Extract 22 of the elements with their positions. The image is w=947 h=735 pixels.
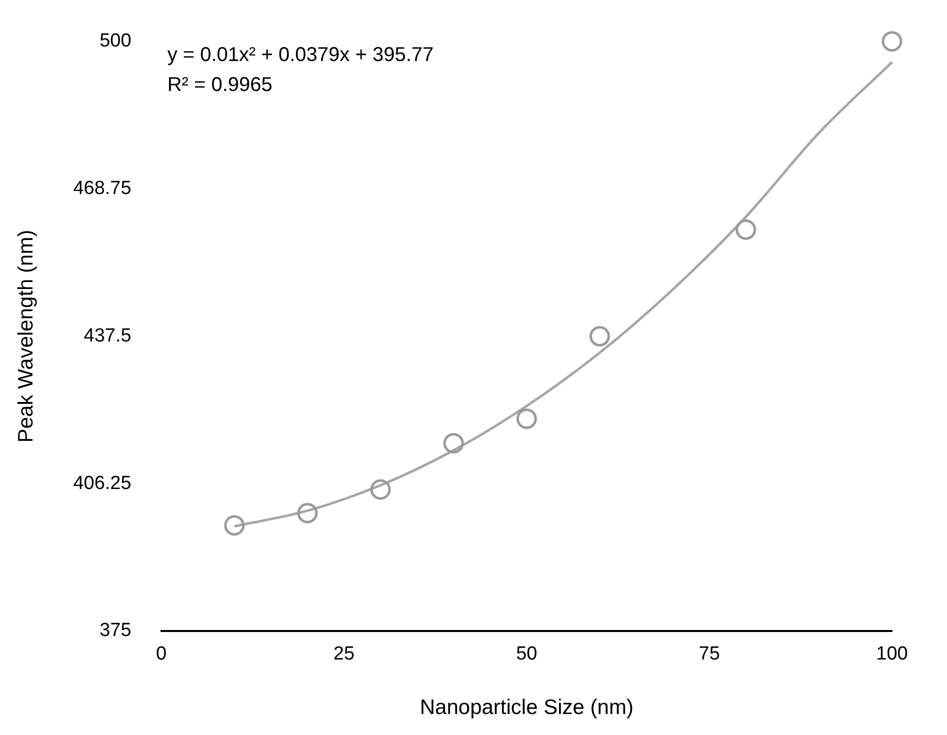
y-tick-label: 500 <box>100 30 132 52</box>
point <box>443 433 464 454</box>
y-tick-label: 468.75 <box>73 178 132 200</box>
annotation: R² = 0.9965 <box>167 74 272 96</box>
point <box>297 502 318 524</box>
y-tick-label: 406.25 <box>73 472 132 494</box>
x-tick-label: 0 <box>156 644 167 665</box>
point <box>516 408 537 429</box>
x-axis-title: Nanoparticle Size (nm) <box>420 696 634 720</box>
annotation: y = 0.01x² + 0.0379x + 395.77 <box>167 44 434 66</box>
y-axis-title: Peak Wavelength (nm) <box>14 230 38 443</box>
x-tick-label: 50 <box>516 644 538 665</box>
point <box>370 479 391 500</box>
point <box>224 515 245 536</box>
x-tick-label: 25 <box>333 644 355 665</box>
x-tick-label: 100 <box>876 644 908 665</box>
y-tick-label: 375 <box>100 620 132 642</box>
point <box>736 219 756 240</box>
point <box>589 326 610 346</box>
y-tick-label: 437.5 <box>84 325 132 346</box>
point <box>882 31 902 52</box>
x-tick-label: 75 <box>698 644 720 665</box>
